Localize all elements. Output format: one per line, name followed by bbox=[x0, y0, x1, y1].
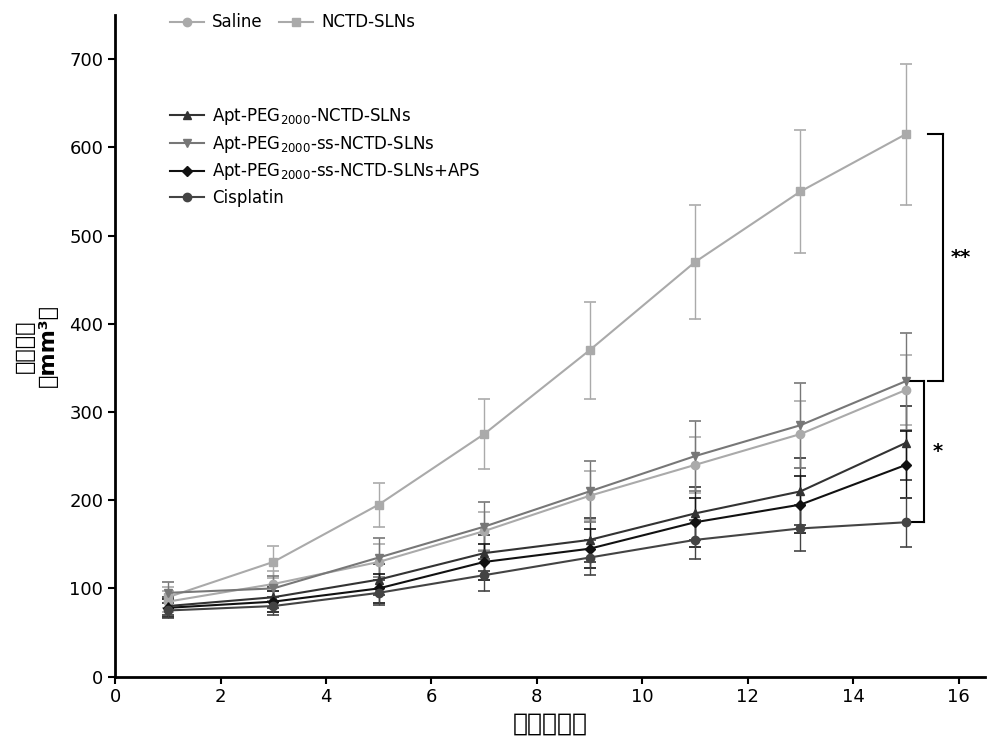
Legend: Apt-PEG$_{2000}$-NCTD-SLNs, Apt-PEG$_{2000}$-ss-NCTD-SLNs, Apt-PEG$_{2000}$-ss-N: Apt-PEG$_{2000}$-NCTD-SLNs, Apt-PEG$_{20… bbox=[167, 103, 484, 210]
Y-axis label: 肿瘾体积
（mm³）: 肿瘾体积 （mm³） bbox=[15, 304, 58, 388]
X-axis label: 时间（天）: 时间（天） bbox=[513, 712, 588, 736]
Text: *: * bbox=[932, 442, 942, 461]
Text: **: ** bbox=[951, 248, 971, 267]
